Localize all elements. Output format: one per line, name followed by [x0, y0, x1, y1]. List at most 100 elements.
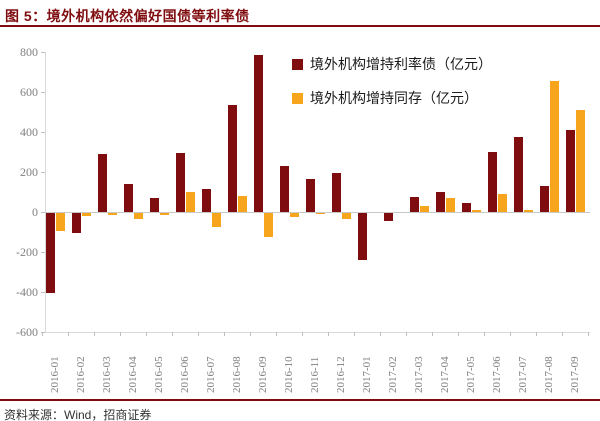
bar-rate-bond-2017-07	[513, 137, 523, 212]
x-axis-label: 2016-11	[309, 356, 321, 393]
bar-rate-bond-2016-01	[45, 213, 55, 293]
x-axis-label: 2016-06	[179, 356, 191, 393]
x-axis-label: 2016-04	[127, 356, 139, 393]
legend-label-rate-bond: 境外机构增持利率债（亿元）	[310, 56, 492, 72]
x-axis-tick	[406, 332, 407, 336]
bar-rate-bond-2016-05	[149, 198, 159, 212]
y-axis-tick	[41, 212, 45, 213]
x-axis-tick	[328, 332, 329, 336]
x-axis-tick	[588, 332, 589, 336]
bar-rate-bond-2016-03	[97, 154, 107, 212]
bar-ncd-2017-03	[419, 206, 429, 212]
x-axis-tick	[224, 332, 225, 336]
bar-ncd-2016-07	[211, 213, 221, 227]
x-axis-label: 2016-10	[283, 356, 295, 393]
bar-rate-bond-2017-08	[539, 186, 549, 212]
y-axis-label: 400	[20, 125, 38, 139]
x-axis-label: 2016-12	[335, 356, 347, 393]
x-axis-tick	[562, 332, 563, 336]
x-axis-label: 2016-05	[153, 356, 165, 393]
title-bar: 图 5：境外机构依然偏好国债等利率债	[0, 0, 600, 27]
x-axis-tick	[458, 332, 459, 336]
x-axis-label: 2016-02	[75, 356, 87, 393]
bar-ncd-2016-11	[315, 213, 325, 214]
x-axis-tick	[484, 332, 485, 336]
legend-item-rate-bond: 境外机构增持利率债（亿元）	[292, 54, 492, 74]
x-axis-tick	[302, 332, 303, 336]
zero-gridline	[45, 212, 590, 213]
x-axis-tick	[198, 332, 199, 336]
legend-item-ncd: 境外机构增持同存（亿元）	[292, 88, 492, 108]
x-axis-line	[45, 332, 590, 333]
x-axis-label: 2016-03	[101, 356, 113, 393]
x-axis-tick	[94, 332, 95, 336]
x-axis-tick	[42, 332, 43, 336]
x-axis-label: 2017-01	[361, 356, 373, 393]
x-axis-label: 2017-07	[517, 356, 529, 393]
x-axis-tick	[432, 332, 433, 336]
x-axis-label: 2017-04	[439, 356, 451, 393]
y-axis-tick	[41, 52, 45, 53]
y-axis-label: 800	[20, 45, 38, 59]
bar-ncd-2016-06	[185, 192, 195, 212]
x-axis-tick	[354, 332, 355, 336]
bar-ncd-2017-07	[523, 210, 533, 212]
y-axis-label: 200	[20, 165, 38, 179]
bar-rate-bond-2016-08	[227, 105, 237, 212]
chart-legend: 境外机构增持利率债（亿元） 境外机构增持同存（亿元）	[292, 54, 492, 108]
bar-rate-bond-2017-01	[357, 213, 367, 260]
bar-ncd-2016-05	[159, 213, 169, 215]
x-axis-tick	[276, 332, 277, 336]
y-axis-tick	[41, 252, 45, 253]
bar-ncd-2017-05	[471, 210, 481, 212]
bar-rate-bond-2017-09	[565, 130, 575, 212]
bar-ncd-2016-08	[237, 196, 247, 212]
x-axis-tick	[120, 332, 121, 336]
y-axis-label: 600	[20, 85, 38, 99]
bar-rate-bond-2016-11	[305, 179, 315, 212]
bar-rate-bond-2017-05	[461, 203, 471, 212]
x-axis-tick	[146, 332, 147, 336]
x-axis-tick	[380, 332, 381, 336]
y-axis-label: -200	[16, 245, 38, 259]
source-note: 资料来源：Wind，招商证券	[4, 408, 152, 421]
bar-rate-bond-2017-06	[487, 152, 497, 212]
x-axis-label: 2017-09	[569, 356, 581, 393]
y-axis-line	[45, 52, 46, 332]
x-axis-label: 2017-02	[387, 356, 399, 393]
x-axis-label: 2017-06	[491, 356, 503, 393]
bar-ncd-2016-01	[55, 213, 65, 231]
y-axis-tick	[41, 132, 45, 133]
bar-rate-bond-2016-06	[175, 153, 185, 212]
y-axis-tick	[41, 172, 45, 173]
bar-rate-bond-2016-02	[71, 213, 81, 233]
bar-ncd-2017-08	[549, 81, 559, 212]
bar-ncd-2016-02	[81, 213, 91, 216]
legend-label-ncd: 境外机构增持同存（亿元）	[310, 90, 478, 106]
x-axis-label: 2017-03	[413, 356, 425, 393]
bar-rate-bond-2016-09	[253, 55, 263, 212]
bar-ncd-2016-09	[263, 213, 273, 237]
bar-ncd-2016-04	[133, 213, 143, 219]
x-axis-label: 2016-08	[231, 356, 243, 393]
x-axis-label: 2016-09	[257, 356, 269, 393]
bar-rate-bond-2017-02	[383, 213, 393, 221]
bar-ncd-2017-06	[497, 194, 507, 212]
y-axis-label: 0	[32, 205, 38, 219]
ncd-swatch	[292, 92, 303, 104]
x-axis-label: 2017-08	[543, 356, 555, 393]
y-axis-tick	[41, 332, 45, 333]
bar-ncd-2017-04	[445, 198, 455, 212]
x-axis-label: 2016-01	[49, 356, 61, 393]
y-axis-label: -400	[16, 285, 38, 299]
bar-rate-bond-2017-03	[409, 197, 419, 212]
bar-ncd-2016-10	[289, 213, 299, 217]
rate-bond-swatch	[292, 58, 303, 70]
bar-rate-bond-2016-04	[123, 184, 133, 212]
bar-rate-bond-2016-07	[201, 189, 211, 212]
x-axis-label: 2017-05	[465, 356, 477, 393]
y-axis-label: -600	[16, 325, 38, 339]
y-axis-tick	[41, 292, 45, 293]
bar-ncd-2016-03	[107, 213, 117, 215]
